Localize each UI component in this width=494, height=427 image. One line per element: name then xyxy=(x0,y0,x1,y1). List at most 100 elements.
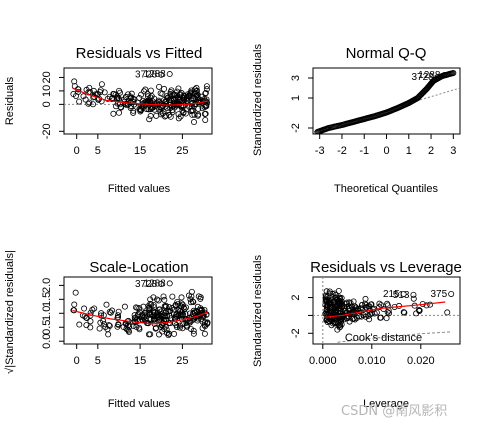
data-point xyxy=(131,101,138,108)
data-point xyxy=(183,322,190,329)
data-point xyxy=(100,318,107,325)
data-point xyxy=(378,302,385,309)
data-point xyxy=(138,313,145,320)
data-point xyxy=(323,306,330,313)
data-point xyxy=(90,87,97,94)
data-point xyxy=(151,103,158,110)
data-point xyxy=(157,90,164,97)
data-point xyxy=(147,331,154,338)
data-point xyxy=(202,98,209,105)
x-axis-label: Fitted values xyxy=(108,398,171,410)
data-point xyxy=(182,110,189,117)
data-point xyxy=(371,310,378,317)
data-point xyxy=(201,330,208,337)
data-point xyxy=(188,288,195,295)
data-point xyxy=(150,302,157,309)
outlier-point xyxy=(400,290,407,297)
data-point xyxy=(175,85,182,92)
data-point xyxy=(202,319,209,326)
data-point xyxy=(383,315,390,322)
data-point xyxy=(444,309,451,316)
data-point xyxy=(116,109,123,116)
plot-frame xyxy=(63,276,213,345)
data-point xyxy=(346,318,353,325)
data-point xyxy=(175,306,182,313)
data-point xyxy=(114,315,121,322)
data-point xyxy=(336,324,343,331)
data-point xyxy=(190,330,197,337)
data-point xyxy=(97,312,104,319)
y-tick-label: 1.0 xyxy=(41,306,53,321)
data-point xyxy=(183,319,190,326)
y-tick-label: -2 xyxy=(290,123,302,133)
data-point xyxy=(344,309,351,316)
y-axis-label: √|Standardized residuals| xyxy=(4,250,16,374)
data-point xyxy=(136,305,143,312)
data-point xyxy=(180,102,187,109)
data-point xyxy=(322,310,329,317)
data-point xyxy=(150,294,157,301)
y-tick-label: 10 xyxy=(41,85,53,97)
y-axis-label: Residuals xyxy=(4,76,16,125)
data-point xyxy=(102,323,109,330)
data-point xyxy=(384,309,391,316)
data-point xyxy=(423,302,430,309)
data-point xyxy=(177,322,184,329)
data-point xyxy=(104,95,111,102)
data-point xyxy=(86,99,93,106)
data-point xyxy=(201,111,208,118)
y-tick-label: -2 xyxy=(290,328,302,338)
data-point xyxy=(413,310,420,317)
data-point xyxy=(126,328,133,335)
data-point xyxy=(427,301,434,308)
data-point xyxy=(121,303,128,310)
outlier-label: 375 xyxy=(430,289,447,300)
data-point xyxy=(157,308,164,315)
data-point xyxy=(146,97,153,104)
data-point xyxy=(185,93,192,100)
data-point xyxy=(176,324,183,331)
data-point xyxy=(326,297,333,304)
data-point xyxy=(182,304,189,311)
data-point xyxy=(185,292,192,299)
data-point xyxy=(192,88,199,95)
data-point xyxy=(358,301,365,308)
plot-frame xyxy=(63,67,213,135)
data-point xyxy=(333,319,340,326)
data-point xyxy=(183,96,190,103)
y-tick-label: 3 xyxy=(290,75,302,81)
data-point xyxy=(191,111,198,118)
outlier-point xyxy=(166,280,173,287)
plot-body xyxy=(313,277,460,344)
data-point xyxy=(90,101,97,108)
data-point xyxy=(195,111,202,118)
data-point xyxy=(195,293,202,300)
data-point xyxy=(164,313,171,320)
data-point xyxy=(194,92,201,99)
data-point xyxy=(171,330,178,337)
smooth-line xyxy=(325,301,446,318)
x-axis-label: Leverage xyxy=(363,398,409,410)
data-point xyxy=(386,310,393,317)
data-point xyxy=(162,302,169,309)
y-tick-label: 20 xyxy=(41,71,53,83)
data-point xyxy=(376,300,383,307)
data-point xyxy=(76,98,83,105)
x-tick-label: -1 xyxy=(359,145,369,157)
panel-2: Normal Q-Q Theoretical Quantiles Standardi… xyxy=(252,44,461,195)
y-axis-label: Standardized residuals xyxy=(252,44,264,156)
data-point xyxy=(105,331,112,338)
data-point xyxy=(178,90,185,97)
data-point xyxy=(85,100,92,107)
data-point xyxy=(76,321,83,328)
data-point xyxy=(138,91,145,98)
data-point xyxy=(130,99,137,106)
data-point xyxy=(142,86,149,93)
data-point xyxy=(96,325,103,332)
data-point xyxy=(194,98,201,105)
data-point xyxy=(329,290,336,297)
data-point xyxy=(156,83,163,90)
outlier-point xyxy=(448,290,455,297)
panel-1: Residuals vs Fitted Fitted values Residual… xyxy=(4,45,213,195)
data-point xyxy=(101,321,108,328)
